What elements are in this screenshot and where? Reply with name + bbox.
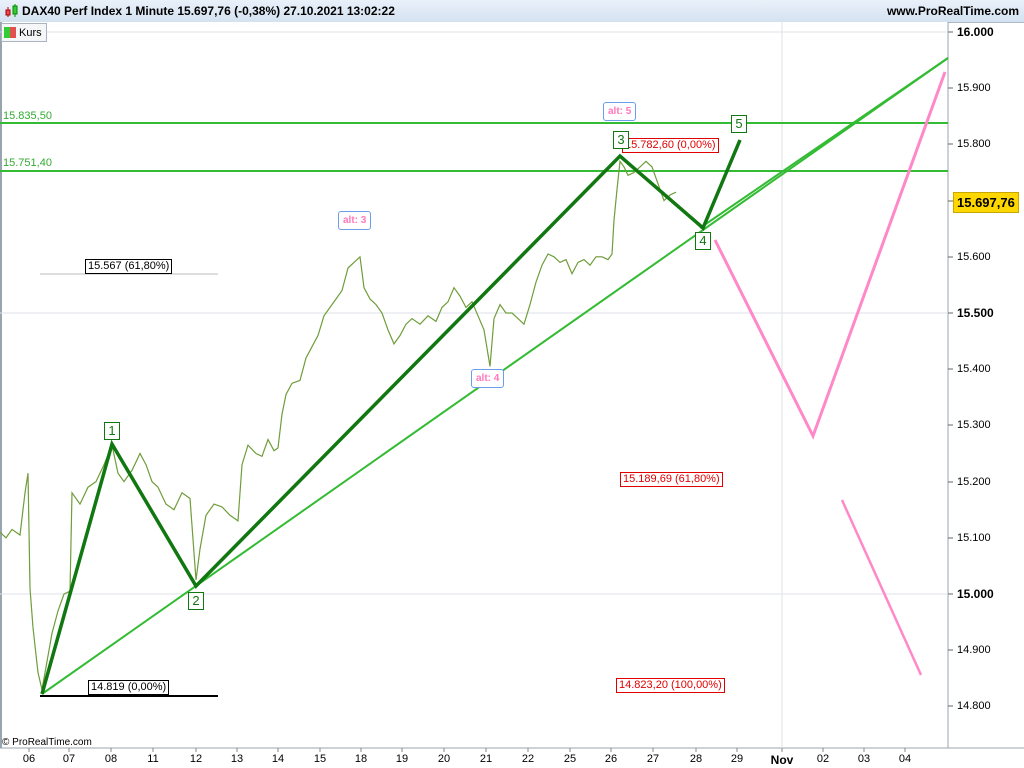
x-tick-label: 15 bbox=[313, 753, 327, 765]
price-series-down bbox=[0, 160, 677, 690]
wave-label-4[interactable]: 4 bbox=[695, 232, 711, 250]
site-link[interactable]: www.ProRealTime.com bbox=[886, 4, 1019, 18]
alt-projection-down[interactable] bbox=[840, 499, 923, 676]
x-tick-label: 04 bbox=[898, 753, 912, 765]
x-tick-label: 26 bbox=[604, 753, 618, 765]
series-color-swatch bbox=[4, 27, 16, 38]
alt-label-4[interactable]: alt: 4 bbox=[471, 369, 505, 388]
level-label: 15.835,50 bbox=[3, 110, 52, 122]
level-label: 15.751,40 bbox=[3, 157, 52, 169]
wave-label-5[interactable]: 5 bbox=[731, 115, 747, 133]
fib-label[interactable]: 14.819 (0,00%) bbox=[88, 680, 170, 695]
x-tick-label: 14 bbox=[271, 753, 285, 765]
legend-kurs[interactable]: Kurs bbox=[1, 23, 47, 42]
alt-label-5[interactable]: alt: 5 bbox=[603, 102, 637, 121]
y-tick-label: 15.200 bbox=[957, 476, 991, 488]
fib-label[interactable]: 15.567 (61,80%) bbox=[85, 259, 173, 274]
alt-label-3[interactable]: alt: 3 bbox=[338, 211, 372, 230]
fib-label[interactable]: 14.823,20 (100,00%) bbox=[616, 678, 725, 693]
wave-label-1[interactable]: 1 bbox=[104, 422, 120, 440]
fib-label[interactable]: 15.782,60 (0,00%) bbox=[622, 138, 719, 153]
y-tick-label: 15.800 bbox=[957, 138, 991, 150]
y-tick-label: 14.800 bbox=[957, 700, 991, 712]
x-tick-label: 03 bbox=[857, 753, 871, 765]
y-tick-label: 15.900 bbox=[957, 82, 991, 94]
copyright: © ProRealTime.com bbox=[2, 737, 92, 748]
x-tick-label: 07 bbox=[62, 753, 76, 765]
y-tick-label: 15.500 bbox=[957, 306, 994, 320]
x-tick-label: 21 bbox=[479, 753, 493, 765]
trendline-upper-ext[interactable] bbox=[699, 57, 949, 229]
elliott-wave-path[interactable] bbox=[40, 139, 742, 695]
x-tick-label: Nov bbox=[770, 753, 794, 767]
x-tick-label: 20 bbox=[437, 753, 451, 765]
x-tick-label: 06 bbox=[22, 753, 36, 765]
wave-label-2[interactable]: 2 bbox=[188, 592, 204, 610]
x-tick-label: 12 bbox=[189, 753, 203, 765]
x-tick-label: 19 bbox=[395, 753, 409, 765]
x-tick-label: 13 bbox=[230, 753, 244, 765]
x-tick-label: 18 bbox=[354, 753, 368, 765]
x-tick-label: 28 bbox=[689, 753, 703, 765]
x-tick-label: 02 bbox=[816, 753, 830, 765]
last-price-tag: 15.697,76 bbox=[953, 192, 1019, 213]
x-tick-label: 27 bbox=[646, 753, 660, 765]
wave-label-3[interactable]: 3 bbox=[613, 131, 629, 149]
y-tick-label: 15.000 bbox=[957, 587, 994, 601]
x-tick-label: 25 bbox=[563, 753, 577, 765]
candlestick-icon bbox=[5, 4, 18, 17]
y-tick-label: 15.600 bbox=[957, 251, 991, 263]
y-tick-label: 14.900 bbox=[957, 644, 991, 656]
chart-title: DAX40 Perf Index 1 Minute 15.697,76 (-0,… bbox=[22, 4, 395, 18]
x-tick-label: 08 bbox=[104, 753, 118, 765]
y-tick-label: 15.400 bbox=[957, 363, 991, 375]
alt-projection-path[interactable] bbox=[713, 71, 947, 440]
x-tick-label: 29 bbox=[730, 753, 744, 765]
x-tick-label: 11 bbox=[147, 753, 159, 765]
y-tick-label: 16.000 bbox=[957, 25, 994, 39]
title-bar: DAX40 Perf Index 1 Minute 15.697,76 (-0,… bbox=[0, 0, 1024, 23]
y-tick-label: 15.300 bbox=[957, 419, 991, 431]
y-tick-label: 15.100 bbox=[957, 532, 991, 544]
fib-label[interactable]: 15.189,69 (61,80%) bbox=[620, 472, 723, 487]
x-tick-label: 22 bbox=[521, 753, 535, 765]
legend-label: Kurs bbox=[19, 26, 42, 39]
